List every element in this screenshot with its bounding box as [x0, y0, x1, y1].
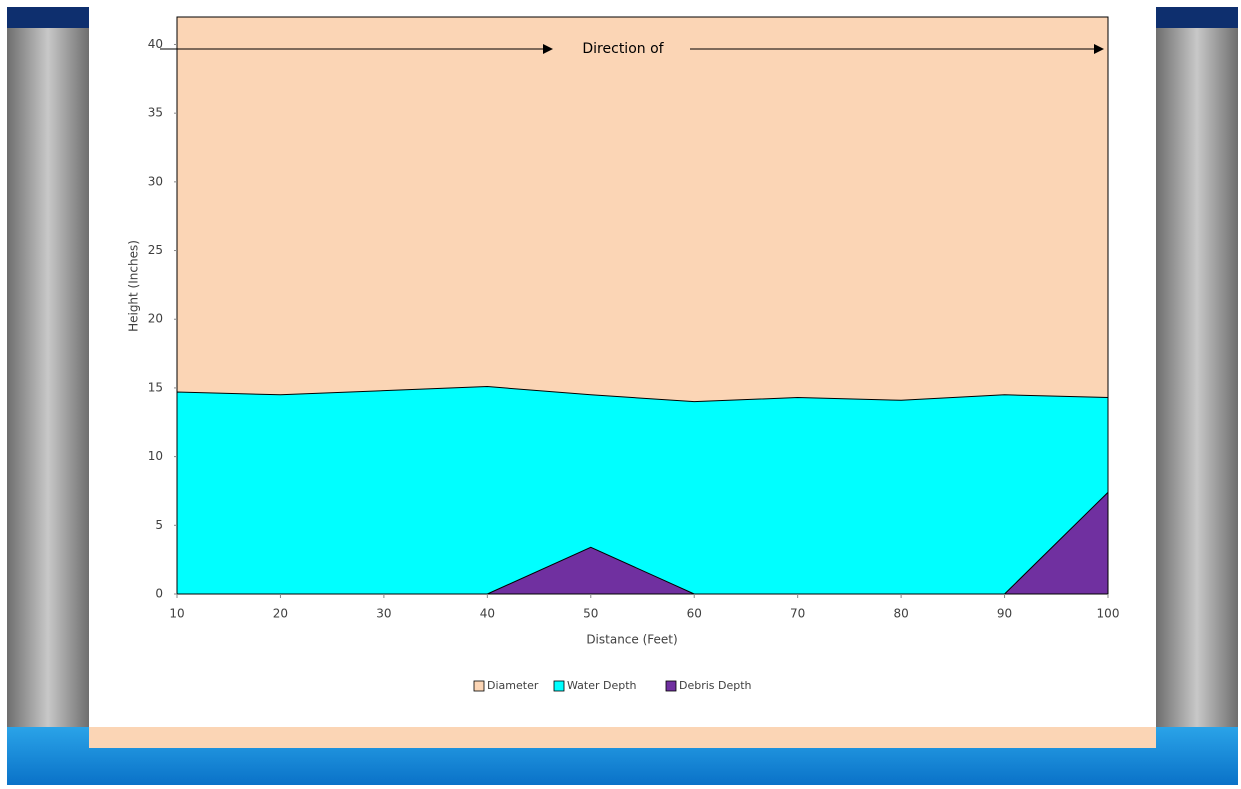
- x-tick-label: 50: [583, 607, 598, 621]
- x-tick-label: 100: [1097, 607, 1120, 621]
- direction-arrow-head: [543, 44, 553, 54]
- legend-label: Water Depth: [567, 679, 637, 692]
- legend-swatch: [665, 680, 677, 692]
- x-tick-label: 40: [480, 607, 495, 621]
- left-pillar: [7, 7, 89, 747]
- y-tick-label: 0: [155, 587, 163, 601]
- y-tick-label: 30: [148, 174, 163, 188]
- legend-label: Diameter: [487, 679, 539, 692]
- legend-label: Debris Depth: [679, 679, 752, 692]
- area: [176, 386, 1109, 595]
- y-tick-label: 5: [155, 518, 163, 532]
- annotation: Direction of: [582, 41, 664, 57]
- x-tick-label: 80: [893, 607, 908, 621]
- y-axis-label: Height (Inches): [127, 240, 141, 332]
- x-axis-label: Distance (Feet): [586, 633, 677, 647]
- y-tick-label: 20: [148, 312, 163, 326]
- x-tick-label: 90: [997, 607, 1012, 621]
- right-cap: [1156, 7, 1238, 28]
- left-cap: [7, 7, 89, 28]
- y-tick-label: 25: [148, 243, 163, 257]
- y-tick-label: 35: [148, 106, 163, 120]
- x-tick-label: 20: [273, 607, 288, 621]
- legend-swatch: [553, 680, 565, 692]
- y-tick-label: 40: [148, 37, 163, 51]
- right-pillar: [1156, 7, 1238, 747]
- sand-band: [89, 727, 1156, 748]
- x-tick-label: 60: [687, 607, 702, 621]
- legend-swatch: [473, 680, 485, 692]
- x-tick-label: 30: [376, 607, 391, 621]
- x-tick-label: 10: [169, 607, 184, 621]
- direction-arrow-head: [1094, 44, 1104, 54]
- chart: 0 5 10 15 20 25 30 35 40 10 20 30 40 50 60 70 80 90 100 Dir…: [148, 16, 1120, 692]
- y-tick-label: 10: [148, 449, 163, 463]
- plot-frame: [176, 16, 1109, 595]
- x-tick-label: 70: [790, 607, 805, 621]
- y-tick-label: 15: [148, 380, 163, 394]
